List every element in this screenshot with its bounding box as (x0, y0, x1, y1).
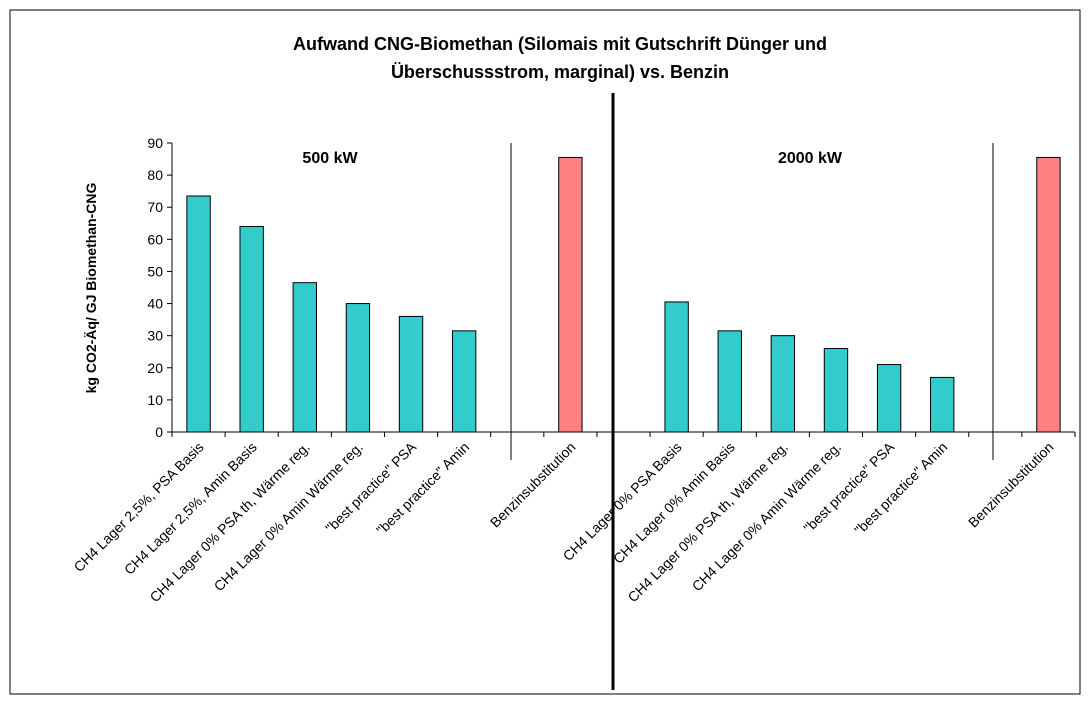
y-tick-label: 20 (147, 360, 163, 376)
bar (664, 301, 689, 433)
y-tick-label: 90 (147, 135, 163, 151)
y-tick-label: 70 (147, 199, 163, 215)
y-axis-title: kg CO2-Äq/ GJ Biomethan-CNG (83, 182, 99, 393)
bar (292, 282, 317, 433)
y-tick-label: 30 (147, 328, 163, 344)
bar (823, 348, 849, 433)
bar (1036, 156, 1061, 433)
bar (345, 303, 371, 433)
annotation: 500 kW (302, 150, 358, 167)
y-tick-label: 60 (147, 231, 163, 247)
bar (930, 376, 955, 433)
bar (558, 156, 583, 433)
y-tick-label: 80 (147, 167, 163, 183)
y-tick-label: 40 (147, 296, 163, 312)
chart-title: Aufwand CNG-Biomethan (Silomais mit Guts… (293, 34, 827, 54)
annotation: 2000 kW (778, 150, 843, 167)
bar (398, 315, 424, 433)
y-tick-label: 10 (147, 392, 163, 408)
bar (876, 364, 902, 433)
bar (451, 330, 477, 433)
bar (186, 195, 211, 433)
bar (239, 225, 264, 433)
bar (770, 335, 796, 433)
y-tick-label: 0 (155, 424, 163, 440)
y-tick-label: 50 (147, 263, 163, 279)
chart-title: Überschussstrom, marginal) vs. Benzin (391, 62, 729, 82)
bar (717, 330, 742, 433)
